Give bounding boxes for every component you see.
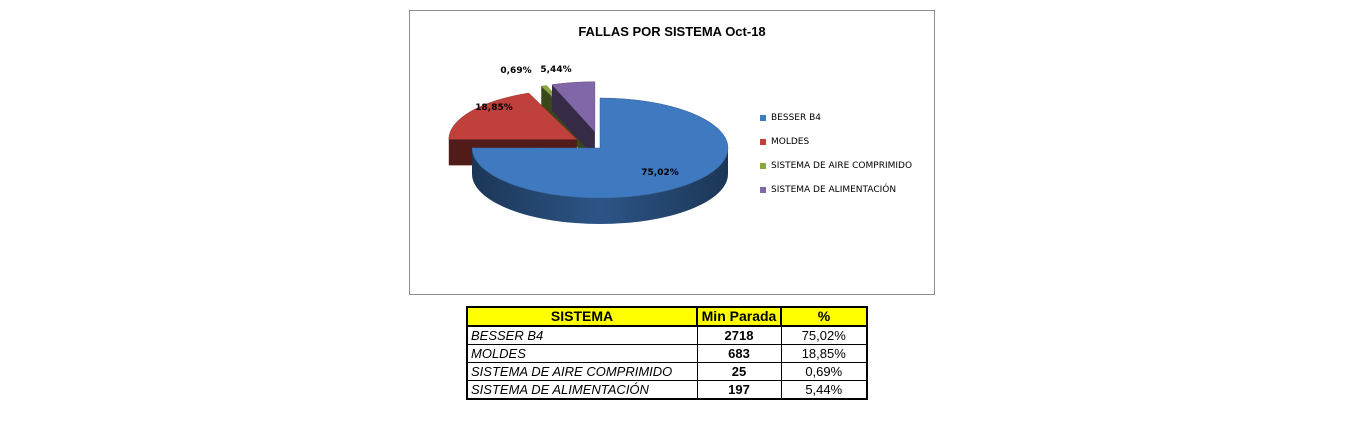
legend-label: SISTEMA DE ALIMENTACIÓN	[771, 185, 897, 195]
cell-sistema: MOLDES	[466, 344, 698, 363]
header-min-parada: Min Parada	[696, 306, 782, 327]
chart-area: FALLAS POR SISTEMA Oct-18 75,02% 18,85% 0,…	[409, 10, 935, 295]
legend-item: SISTEMA DE ALIMENTACIÓN	[760, 178, 912, 202]
table-row: BESSER B4 2718 75,02%	[466, 325, 868, 345]
legend-swatch	[760, 187, 766, 193]
legend-label: SISTEMA DE AIRE COMPRIMIDO	[771, 161, 913, 171]
header-percent: %	[780, 306, 868, 327]
cell-min-parada: 25	[696, 362, 782, 381]
legend-swatch	[760, 115, 766, 121]
pie-slice-0	[471, 97, 729, 224]
chart-title: FALLAS POR SISTEMA Oct-18	[578, 24, 766, 39]
cell-min-parada: 197	[696, 380, 782, 400]
legend-item: MOLDES	[760, 130, 912, 154]
data-label-0: 75,02%	[641, 168, 679, 178]
data-label-3: 5,44%	[540, 65, 571, 75]
legend-label: MOLDES	[771, 137, 810, 147]
pie-slice-3	[551, 81, 596, 158]
chart-legend: BESSER B4 MOLDES SISTEMA DE AIRE COMPRIMID…	[760, 106, 912, 202]
cell-min-parada: 683	[696, 344, 782, 363]
cell-sistema: BESSER B4	[466, 325, 698, 345]
table-row: MOLDES 683 18,85%	[466, 344, 868, 363]
cell-sistema: SISTEMA DE ALIMENTACIÓN	[466, 380, 698, 400]
cell-percent: 75,02%	[780, 325, 868, 345]
legend-label: BESSER B4	[771, 113, 821, 123]
cell-percent: 5,44%	[780, 380, 868, 400]
legend-swatch	[760, 139, 766, 145]
table-row: SISTEMA DE AIRE COMPRIMIDO 25 0,69%	[466, 362, 868, 381]
cell-percent: 18,85%	[780, 344, 868, 363]
pie-chart: 75,02% 18,85% 0,69% 5,44%	[448, 65, 729, 224]
legend-swatch	[760, 163, 766, 169]
table-header-row: SISTEMA Min Parada %	[466, 306, 868, 327]
legend-item: SISTEMA DE AIRE COMPRIMIDO	[760, 154, 912, 178]
legend-item: BESSER B4	[760, 106, 912, 130]
header-sistema: SISTEMA	[466, 306, 698, 327]
cell-min-parada: 2718	[696, 325, 782, 345]
data-table: SISTEMA Min Parada % BESSER B4 2718 75,0…	[466, 306, 868, 400]
data-label-2: 0,69%	[500, 66, 531, 76]
data-label-1: 18,85%	[475, 103, 513, 113]
table-row: SISTEMA DE ALIMENTACIÓN 197 5,44%	[466, 380, 868, 400]
cell-percent: 0,69%	[780, 362, 868, 381]
cell-sistema: SISTEMA DE AIRE COMPRIMIDO	[466, 362, 698, 381]
